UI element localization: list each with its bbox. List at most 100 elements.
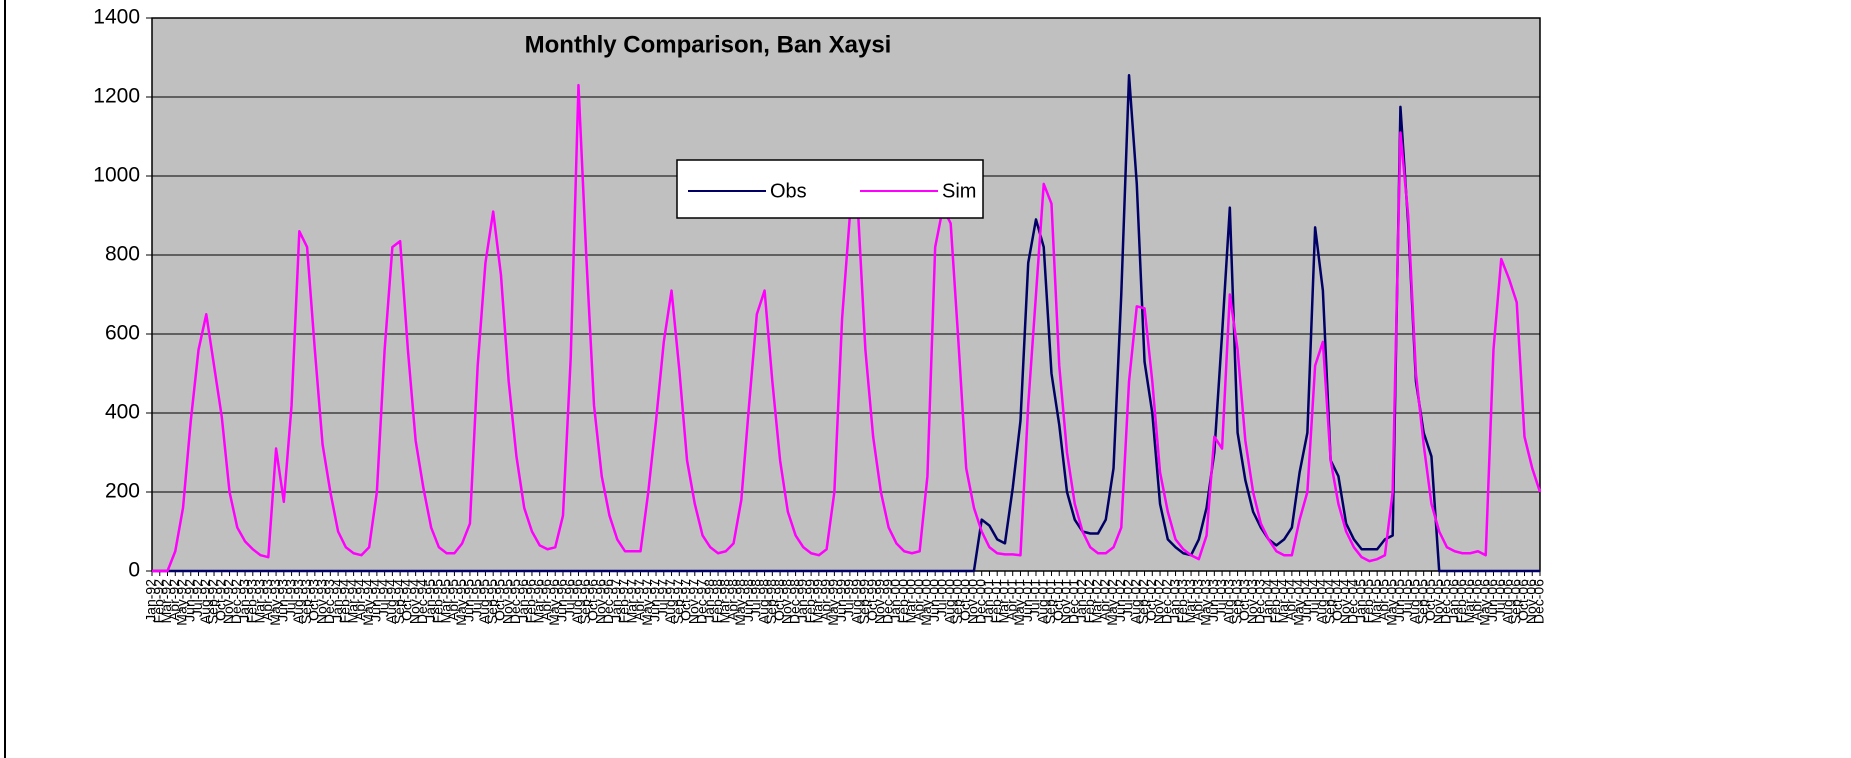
x-tick-label: Jan-93 <box>236 579 252 622</box>
x-tick-label: Nov-05 <box>1430 579 1446 624</box>
x-tick-label: Nov-92 <box>220 579 236 624</box>
x-tick-label: Aug-04 <box>1314 579 1330 624</box>
x-tick-label: Feb-93 <box>244 579 260 624</box>
x-tick-label: Apr-97 <box>631 579 647 621</box>
x-tick-label: Aug-02 <box>1127 579 1143 624</box>
x-tick-label: Sep-00 <box>949 579 965 624</box>
x-tick-label: Jun-96 <box>554 579 570 622</box>
x-tick-label: Dec-95 <box>507 579 523 624</box>
x-tick-label: Jun-93 <box>275 579 291 622</box>
x-tick-label: Sep-92 <box>205 579 221 624</box>
x-tick-label: Nov-01 <box>1058 579 1074 624</box>
x-tick-label: Sep-97 <box>670 579 686 624</box>
x-tick-label: Nov-94 <box>406 579 422 624</box>
x-tick-label: Feb-96 <box>523 579 539 624</box>
x-tick-label: May-03 <box>1197 579 1213 626</box>
x-tick-label: May-01 <box>1011 579 1027 626</box>
x-tick-label: Jun-98 <box>740 579 756 622</box>
x-tick-label: Dec-03 <box>1252 579 1268 624</box>
x-tick-label: Oct-02 <box>1143 579 1159 621</box>
x-tick-label: Nov-97 <box>685 579 701 624</box>
x-tick-label: May-05 <box>1383 579 1399 626</box>
x-tick-label: May-94 <box>360 579 376 626</box>
x-tick-label: Mar-03 <box>1182 579 1198 624</box>
x-tick-label: Mar-06 <box>1461 579 1477 624</box>
x-tick-label: Mar-98 <box>717 579 733 624</box>
x-tick-label: Mar-02 <box>1089 579 1105 624</box>
x-tick-label: Jan-94 <box>329 579 345 622</box>
x-tick-label: Nov-98 <box>779 579 795 624</box>
x-tick-label: Apr-93 <box>259 579 275 621</box>
x-tick-label: Jun-06 <box>1484 579 1500 622</box>
x-tick-label: Mar-94 <box>344 579 360 624</box>
legend-label: Obs <box>770 180 807 202</box>
x-tick-label: Mar-00 <box>903 579 919 624</box>
y-tick-label: 600 <box>105 322 140 345</box>
x-tick-label: Feb-97 <box>616 579 632 624</box>
x-tick-label: Nov-04 <box>1337 579 1353 624</box>
x-tick-label: Jun-99 <box>833 579 849 622</box>
x-tick-label: Apr-02 <box>1096 579 1112 621</box>
x-tick-label: May-00 <box>918 579 934 626</box>
x-tick-label: Jul-01 <box>1027 579 1043 617</box>
x-tick-label: Aug-05 <box>1407 579 1423 624</box>
x-tick-label: May-96 <box>546 579 562 626</box>
x-tick-label: Jan-00 <box>887 579 903 622</box>
x-tick-label: Feb-94 <box>337 579 353 624</box>
x-tick-label: Sep-02 <box>1135 579 1151 624</box>
x-tick-label: Aug-96 <box>569 579 585 624</box>
x-tick-label: Apr-94 <box>352 579 368 621</box>
x-tick-label: Jan-05 <box>1352 579 1368 622</box>
x-tick-label: Aug-06 <box>1500 579 1516 624</box>
x-tick-label: May-02 <box>1104 579 1120 626</box>
chart-title: Monthly Comparison, Ban Xaysi <box>525 31 892 58</box>
x-tick-label: Mar-93 <box>251 579 267 624</box>
x-tick-label: Sep-04 <box>1321 579 1337 624</box>
x-tick-label: Jun-94 <box>368 579 384 622</box>
x-tick-label: Jul-99 <box>841 579 857 617</box>
x-tick-label: Oct-04 <box>1329 579 1345 621</box>
x-tick-label: Dec-92 <box>228 579 244 624</box>
x-tick-label: Oct-00 <box>957 579 973 621</box>
x-tick-label: Jul-05 <box>1399 579 1415 617</box>
x-tick-label: Jan-06 <box>1445 579 1461 622</box>
x-tick-label: Oct-93 <box>306 579 322 621</box>
x-tick-label: Jun-05 <box>1391 579 1407 622</box>
x-tick-label: Jul-98 <box>748 579 764 617</box>
x-tick-label: Dec-93 <box>321 579 337 624</box>
x-tick-label: Nov-93 <box>313 579 329 624</box>
x-tick-label: Oct-01 <box>1050 579 1066 621</box>
x-tick-label: Mar-99 <box>810 579 826 624</box>
x-tick-label: Jan-97 <box>608 579 624 622</box>
x-tick-label: Jan-04 <box>1259 579 1275 622</box>
x-tick-label: Mar-05 <box>1368 579 1384 624</box>
x-tick-label: Jun-97 <box>647 579 663 622</box>
x-tick-label: Aug-93 <box>290 579 306 624</box>
x-tick-label: Mar-92 <box>158 579 174 624</box>
x-tick-label: Nov-95 <box>499 579 515 624</box>
x-tick-label: Apr-04 <box>1283 579 1299 621</box>
x-tick-label: Aug-97 <box>662 579 678 624</box>
x-tick-label: Dec-05 <box>1438 579 1454 624</box>
x-tick-label: Mar-01 <box>996 579 1012 624</box>
x-tick-label: Sep-95 <box>484 579 500 624</box>
x-tick-label: Sep-94 <box>391 579 407 624</box>
x-tick-label: Oct-03 <box>1236 579 1252 621</box>
x-tick-label: May-95 <box>453 579 469 626</box>
x-tick-label: Apr-01 <box>1003 579 1019 621</box>
x-tick-label: Dec-01 <box>1065 579 1081 624</box>
x-tick-label: Oct-94 <box>399 579 415 621</box>
x-tick-label: Oct-98 <box>771 579 787 621</box>
x-tick-label: Feb-95 <box>430 579 446 624</box>
x-tick-label: Jan-95 <box>422 579 438 622</box>
x-tick-label: Aug-92 <box>197 579 213 624</box>
x-tick-label: Feb-99 <box>802 579 818 624</box>
y-tick-label: 0 <box>128 559 140 582</box>
x-tick-label: Dec-94 <box>414 579 430 624</box>
x-tick-label: May-99 <box>825 579 841 626</box>
y-tick-label: 1000 <box>93 164 140 187</box>
x-tick-label: Feb-06 <box>1453 579 1469 624</box>
x-tick-label: Jun-01 <box>1019 579 1035 622</box>
x-tick-label: Jul-97 <box>654 579 670 617</box>
